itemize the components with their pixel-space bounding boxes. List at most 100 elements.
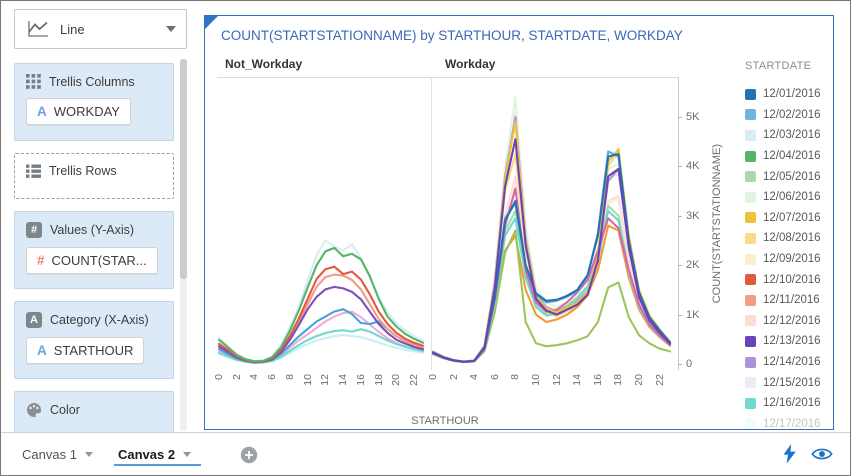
drop-target-values-y-axis[interactable]: # Values (Y-Axis) # COUNT(STAR... (14, 211, 174, 289)
y-tick-label: 3K (686, 209, 700, 222)
x-tick-label: 12 (550, 374, 563, 386)
legend-label: 12/04/2016 (763, 150, 821, 163)
tab-canvas-1[interactable]: Canvas 1 (22, 433, 93, 475)
active-tab-underline (114, 464, 201, 466)
x-tick-label: 18 (612, 374, 625, 386)
trellis-rows-label: Trellis Rows (49, 164, 117, 178)
legend-item[interactable]: 12/17/2016 (745, 414, 833, 435)
legend-item[interactable]: 12/05/2016 (745, 166, 833, 187)
legend-label: 12/02/2016 (763, 108, 821, 121)
legend-label: 12/15/2016 (763, 376, 821, 389)
chip-count-startstationname[interactable]: # COUNT(STAR... (26, 247, 158, 274)
legend-item[interactable]: 12/01/2016 (745, 84, 833, 105)
drop-target-color[interactable]: Color (14, 391, 174, 432)
x-tick-label: 6 (266, 374, 279, 380)
legend-item[interactable]: 12/03/2016 (745, 125, 833, 146)
legend-swatch (745, 356, 756, 368)
chart-line-12/13/2016 (431, 138, 672, 363)
eye-visibility-icon[interactable] (811, 444, 833, 464)
legend-item[interactable]: 12/04/2016 (745, 146, 833, 167)
legend-title: STARTDATE (745, 60, 812, 72)
y-tick-label: 0 (686, 358, 693, 370)
x-tick-label: 22 (653, 374, 666, 386)
legend-label: 12/12/2016 (763, 314, 821, 327)
y-tick-mark (678, 265, 682, 267)
legend-swatch (745, 129, 756, 141)
legend-swatch (745, 88, 756, 100)
legend-item[interactable]: 12/06/2016 (745, 187, 833, 208)
legend-label: 12/01/2016 (763, 88, 821, 101)
x-tick-label: 2 (230, 374, 243, 380)
x-tick-label: 20 (633, 374, 646, 386)
legend-swatch (745, 377, 756, 389)
y-axis-line (678, 77, 679, 370)
legend-item[interactable]: 12/14/2016 (745, 352, 833, 373)
legend-item[interactable]: 12/11/2016 (745, 290, 833, 311)
x-tick-label: 2 (447, 374, 460, 380)
y-tick-mark (678, 314, 682, 316)
add-canvas-button[interactable] (240, 446, 258, 464)
legend-item[interactable]: 12/08/2016 (745, 228, 833, 249)
legend-item[interactable]: 12/12/2016 (745, 311, 833, 332)
legend-item[interactable]: 12/15/2016 (745, 372, 833, 393)
lightning-refresh-icon[interactable] (782, 444, 797, 464)
sidebar-scrollbar[interactable] (180, 59, 187, 431)
legend-item[interactable]: 12/16/2016 (745, 393, 833, 414)
viz-type-select[interactable]: Line (14, 9, 187, 49)
x-tick-label: 0 (213, 374, 225, 380)
trellis-rows-icon (26, 164, 41, 178)
trellis-columns-icon (26, 74, 41, 89)
legend-item[interactable]: 12/07/2016 (745, 208, 833, 229)
y-tick-mark (678, 166, 682, 168)
chart-line-series (217, 334, 425, 365)
x-tick-label: 6 (488, 374, 501, 380)
x-tick-label: 4 (248, 374, 261, 380)
y-tick-label: 4K (686, 160, 700, 173)
chip-workday[interactable]: A WORKDAY (26, 98, 131, 125)
legend-label: 12/06/2016 (763, 191, 821, 204)
legend-swatch (745, 191, 756, 203)
legend-swatch (745, 335, 756, 347)
legend-label: 12/07/2016 (763, 211, 821, 224)
trellis-columns-label: Trellis Columns (49, 74, 135, 89)
drop-target-trellis-columns[interactable]: Trellis Columns A WORKDAY (14, 63, 174, 141)
legend-swatch (745, 294, 756, 306)
legend-swatch (745, 109, 756, 121)
drop-target-category-x-axis[interactable]: A Category (X-Axis) A STARTHOUR (14, 301, 174, 379)
y-tick-mark (678, 364, 682, 365)
panel-divider (431, 77, 432, 370)
legend-swatch (745, 315, 756, 327)
plot-panel-workday[interactable] (431, 78, 678, 370)
legend-item[interactable]: 12/09/2016 (745, 249, 833, 270)
chart-line-12/02/2016 (431, 150, 672, 363)
x-tick-label: 20 (390, 374, 403, 386)
legend-item[interactable]: 12/10/2016 (745, 269, 833, 290)
chart-title: COUNT(STARTSTATIONNAME) by STARTHOUR, ST… (221, 28, 683, 43)
chart-line-12/15/2016 (431, 111, 672, 363)
x-tick-label: 12 (319, 374, 332, 386)
chevron-down-icon (166, 26, 176, 32)
scrollbar-thumb[interactable] (180, 59, 187, 279)
chip-starthour[interactable]: A STARTHOUR (26, 337, 145, 364)
number-icon: # (26, 222, 42, 238)
plot-panel-not-workday[interactable] (217, 78, 431, 370)
legend-swatch (745, 418, 756, 430)
legend-item[interactable]: 12/02/2016 (745, 105, 833, 126)
visualization-canvas[interactable]: COUNT(STARTSTATIONNAME) by STARTHOUR, ST… (204, 15, 834, 430)
x-axis-title: STARTHOUR (411, 415, 479, 427)
chevron-down-icon[interactable] (183, 452, 192, 457)
viz-type-label: Line (60, 21, 85, 37)
legend-label: 12/17/2016 (763, 417, 821, 430)
legend-item[interactable]: 12/13/2016 (745, 331, 833, 352)
x-tick-label: 16 (354, 374, 367, 386)
category-x-axis-label: Category (X-Axis) (50, 313, 149, 327)
chart-line-12/06/2016 (431, 96, 672, 363)
x-tick-label: 22 (408, 374, 421, 386)
attribute-icon: A (37, 343, 47, 358)
chevron-down-icon[interactable] (84, 452, 93, 457)
attribute-badge-icon: A (26, 312, 42, 328)
y-tick-label: 1K (686, 308, 700, 321)
drop-target-trellis-rows[interactable]: Trellis Rows (14, 153, 174, 199)
chart-line-12/01/2016 (431, 153, 672, 363)
tab-canvas-2[interactable]: Canvas 2 (118, 433, 192, 475)
